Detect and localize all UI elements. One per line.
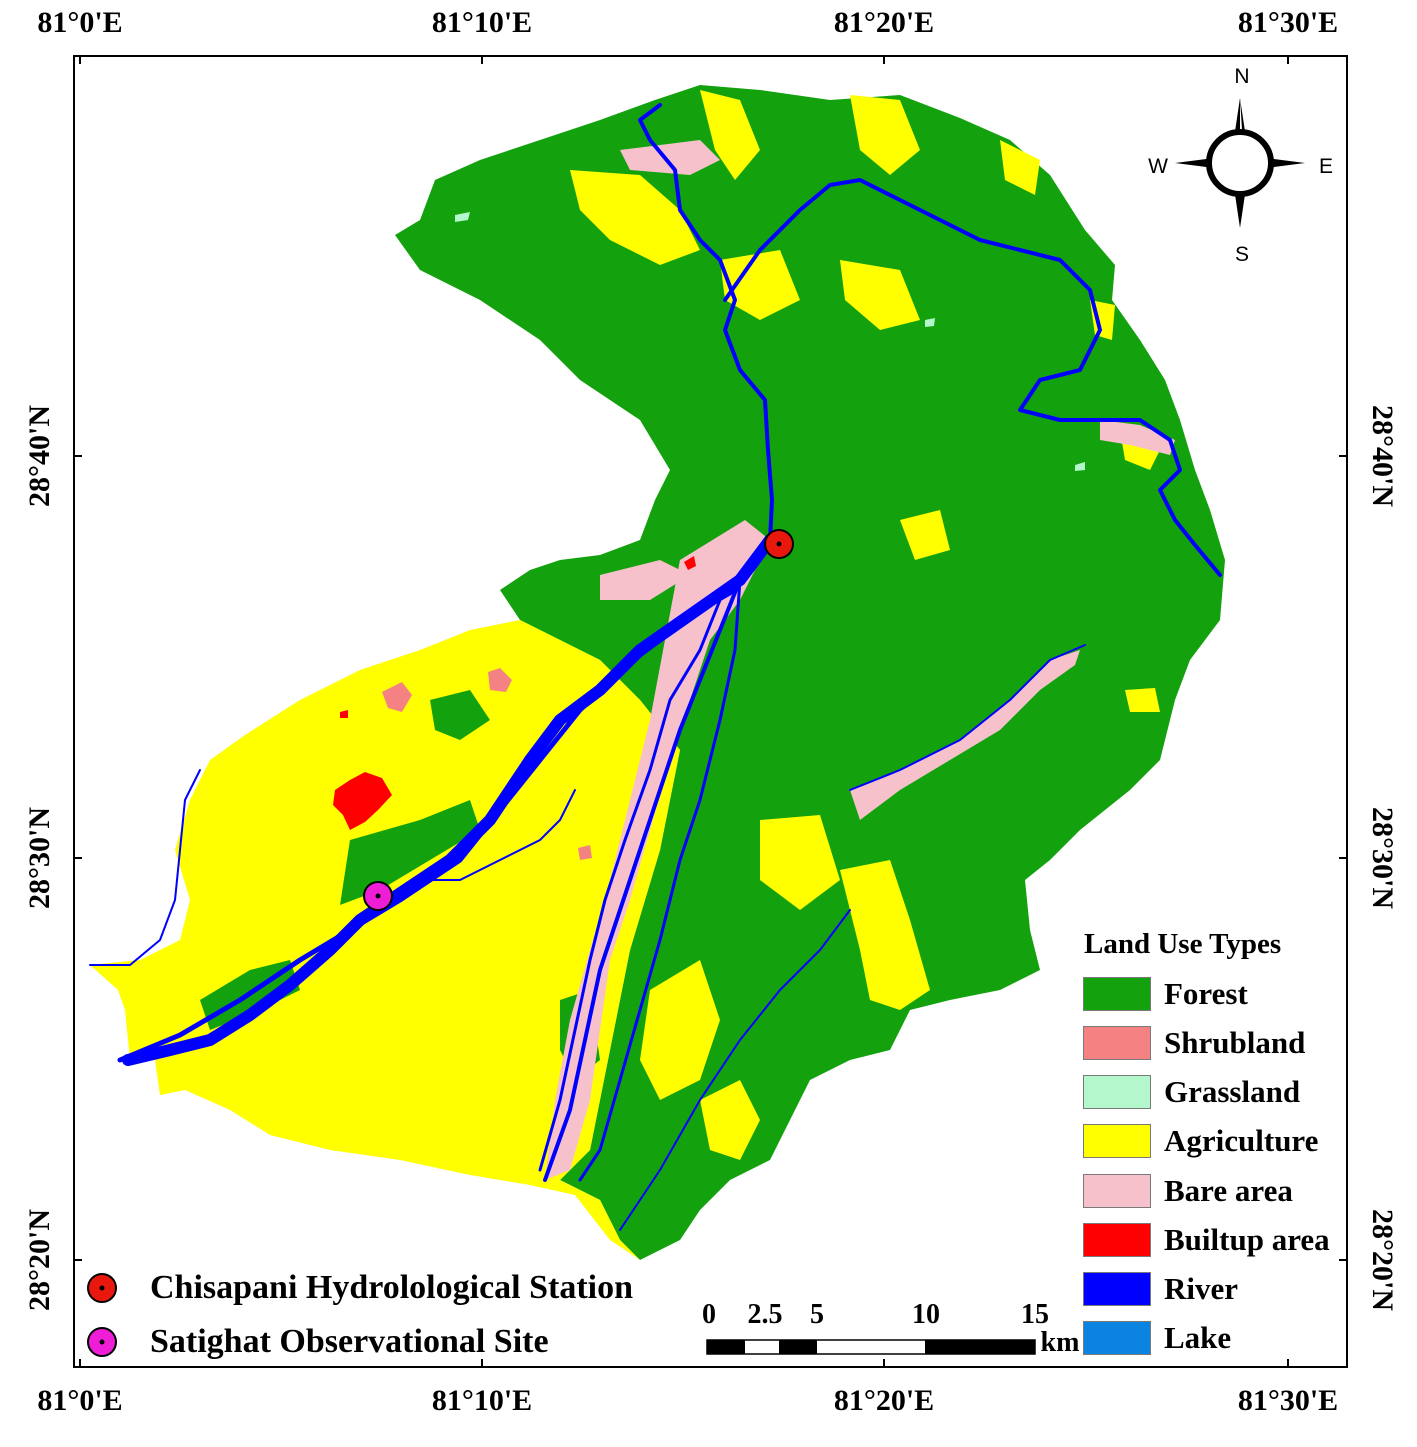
scale-bar [706, 1339, 1036, 1355]
river-swatch [1083, 1272, 1151, 1306]
legend-label: Lake [1164, 1320, 1232, 1355]
scale-tick-0: 0 [702, 1299, 716, 1330]
shrubland-patches [382, 668, 592, 860]
lat-label-right-28-20: 28°20'N [1366, 1209, 1399, 1311]
legend-item-river: River [1083, 1271, 1239, 1306]
legend-item-shrubland: Shrubland [1083, 1025, 1306, 1060]
legend-label: Shrubland [1164, 1025, 1306, 1060]
compass-n-label: N [1234, 65, 1250, 88]
scale-unit: km [1040, 1327, 1080, 1358]
legend-item-bare-area: Bare area [1083, 1173, 1293, 1208]
legend-label: Builtup area [1164, 1222, 1330, 1257]
lon-label-top-81-0: 81°0'E [37, 6, 123, 39]
map-frame: N S E W Chisapani Hydrolological Station… [73, 55, 1348, 1368]
legend-label: Grassland [1164, 1074, 1301, 1109]
bare-areas [545, 140, 1175, 1180]
lat-label-left-28-40: 28°40'N [23, 405, 56, 507]
scale-tick-10: 10 [912, 1299, 940, 1330]
rivers [89, 103, 1222, 1231]
agriculture-swatch [1083, 1124, 1151, 1158]
bare-area-swatch [1083, 1174, 1151, 1208]
legend-chisapani-icon [87, 1273, 117, 1303]
shrubland-swatch [1083, 1026, 1151, 1060]
lon-label-bottom-81-30: 81°30'E [1237, 1384, 1339, 1417]
builtup-areas [333, 556, 696, 830]
legend-item-builtup-area: Builtup area [1083, 1222, 1330, 1257]
legend-item-grassland: Grassland [1083, 1074, 1301, 1109]
chisapani-station-label: Chisapani Hydrolological Station [150, 1269, 634, 1306]
compass-s-label: S [1234, 243, 1250, 266]
scale-tick-2-5: 2.5 [747, 1299, 783, 1330]
legend-item-agriculture: Agriculture [1083, 1123, 1319, 1158]
legend-label: River [1164, 1271, 1239, 1306]
legend-title: Land Use Types [1084, 928, 1282, 960]
legend-label: Bare area [1164, 1173, 1293, 1208]
lat-label-left-28-30: 28°30'N [23, 807, 56, 909]
forest-region [395, 85, 1225, 1260]
lon-label-top-81-20: 81°20'E [833, 6, 935, 39]
builtup-area-swatch [1083, 1223, 1151, 1257]
graticule-ticks [75, 57, 1346, 1366]
agriculture-patches [570, 90, 1160, 1160]
agriculture-region [90, 620, 680, 1260]
lon-label-top-81-30: 81°30'E [1237, 6, 1339, 39]
legend-label: Agriculture [1164, 1123, 1319, 1158]
grassland-swatch [1083, 1075, 1151, 1109]
lake-swatch [1083, 1321, 1151, 1355]
lon-label-top-81-10: 81°10'E [431, 6, 533, 39]
north-arrow-icon [1175, 98, 1305, 228]
lat-label-right-28-40: 28°40'N [1366, 405, 1399, 507]
land-use-legend: Land Use Types Forest Shrubland Grasslan… [1083, 928, 1345, 1355]
lon-label-bottom-81-0: 81°0'E [37, 1384, 123, 1417]
legend-label: Forest [1164, 976, 1248, 1011]
forest-swatch [1083, 977, 1151, 1011]
legend-satighat-icon [87, 1327, 117, 1357]
compass-w-label: W [1148, 155, 1168, 178]
legend-item-forest: Forest [1083, 976, 1248, 1011]
legend-item-lake: Lake [1083, 1320, 1232, 1355]
lon-label-bottom-81-10: 81°10'E [431, 1384, 533, 1417]
land-use-map [75, 57, 1346, 1366]
compass-e-label: E [1318, 155, 1334, 178]
chisapani-station-marker [764, 529, 794, 559]
satighat-site-marker [363, 881, 393, 911]
satighat-site-label: Satighat Observational Site [150, 1323, 549, 1360]
scale-tick-15: 15 [1021, 1299, 1049, 1330]
lat-label-left-28-20: 28°20'N [23, 1209, 56, 1311]
grassland-patches [455, 212, 1085, 471]
lat-label-right-28-30: 28°30'N [1366, 807, 1399, 909]
scale-tick-5: 5 [810, 1299, 824, 1330]
lon-label-bottom-81-20: 81°20'E [833, 1384, 935, 1417]
